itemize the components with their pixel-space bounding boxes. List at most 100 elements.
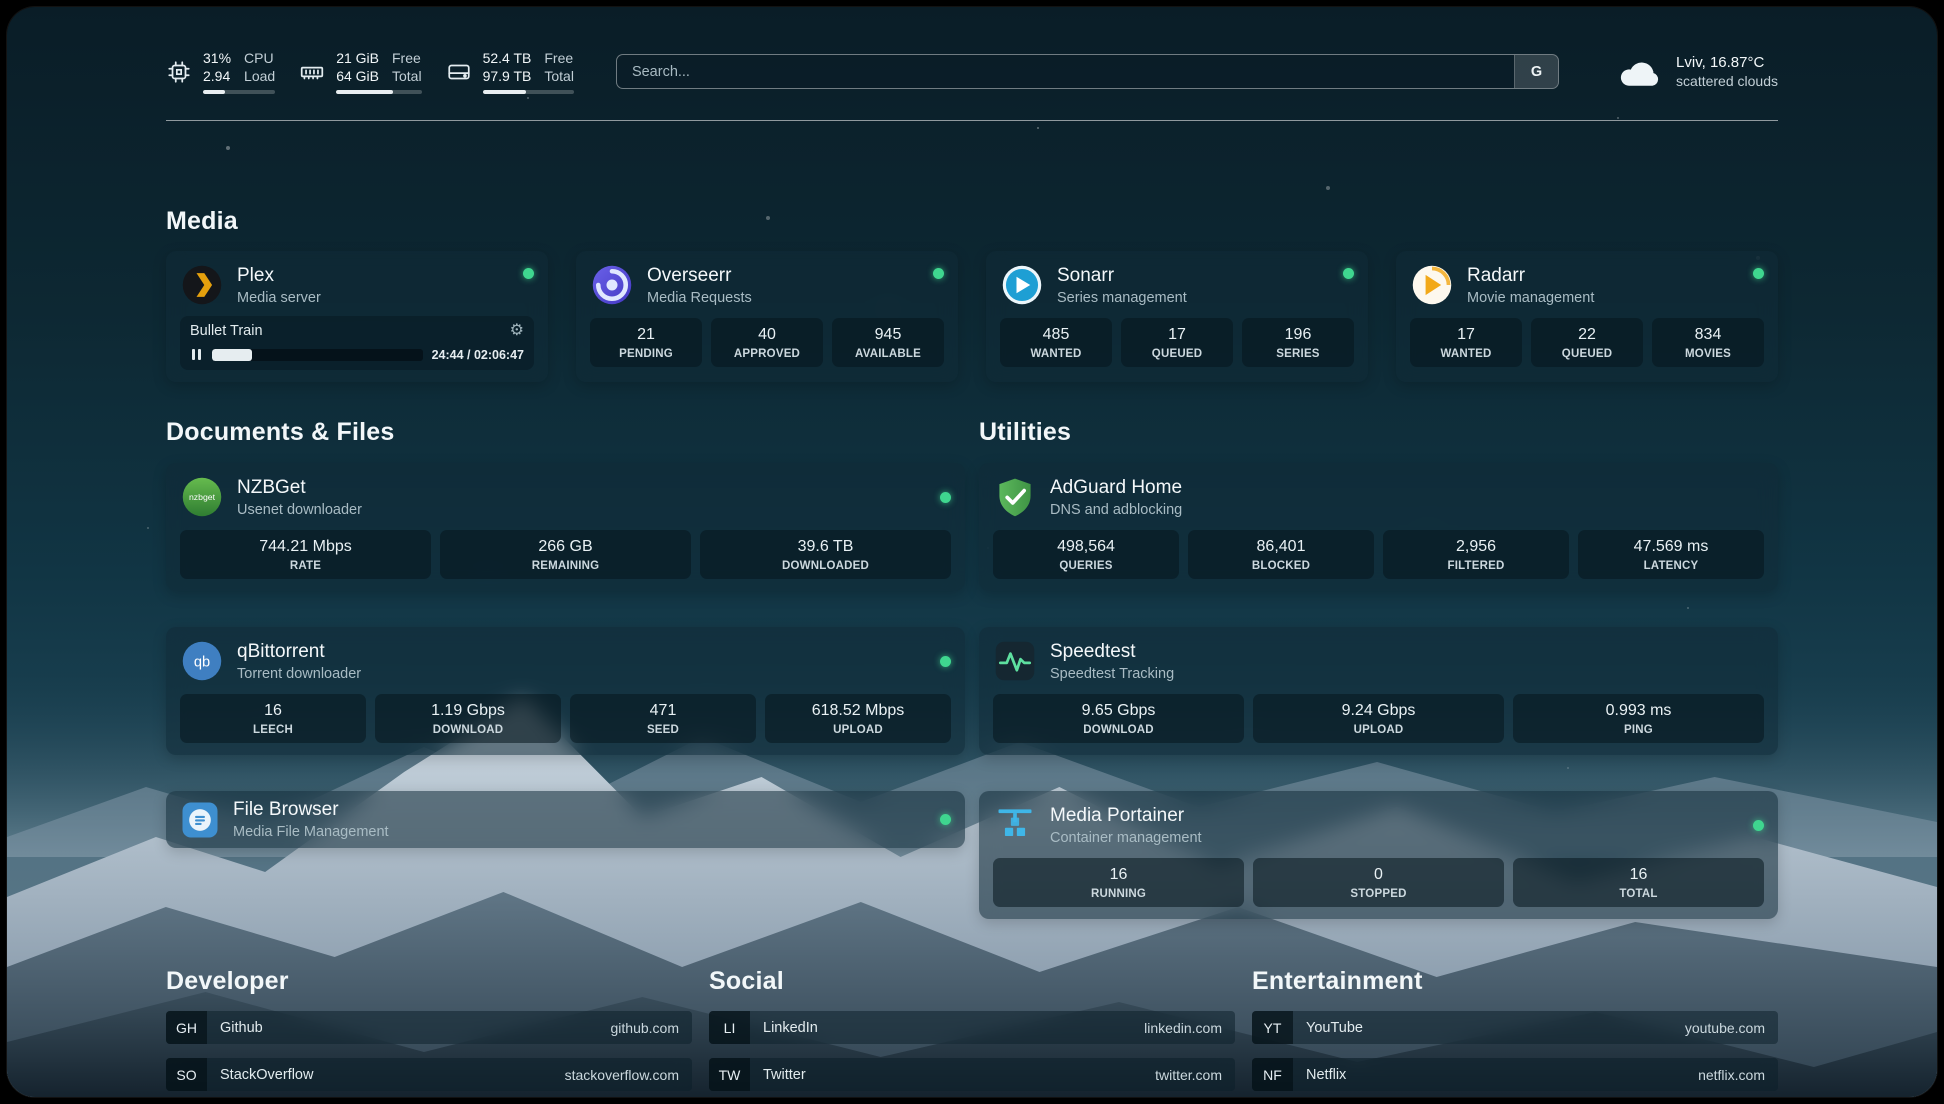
service-name: Radarr (1467, 264, 1526, 286)
service-name: NZBGet (237, 476, 306, 498)
stat-label: QUEUED (1151, 348, 1203, 361)
stat-tile: 471 SEED (570, 694, 756, 744)
service-link-portainer[interactable]: Media Portainer Container management (993, 803, 1764, 847)
service-name: AdGuard Home (1050, 476, 1183, 498)
stat-value: 17 (1457, 326, 1475, 344)
weather-widget: Lviv, 16.87°C scattered clouds (1617, 54, 1778, 89)
stat-tile: 618.52 Mbps UPLOAD (765, 694, 951, 744)
bookmark-name: YouTube (1306, 1019, 1363, 1036)
bookmark-abbr: SO (166, 1058, 207, 1092)
service-card-plex: Plex Media server Bullet Train ⚙ (166, 251, 548, 383)
bookmark-name: Netflix (1306, 1066, 1347, 1083)
status-dot (1753, 268, 1764, 280)
status-dot (940, 491, 951, 503)
service-stats: 16 LEECH 1.19 Gbps DOWNLOAD 471 SE (180, 694, 951, 744)
bookmark-group-social: Social LI LinkedIn linkedin.com TW Twitt… (709, 967, 1235, 1097)
disk-label-bottom: Total (544, 68, 574, 85)
stat-tile: 2,956 FILTERED (1383, 530, 1569, 580)
stat-value: 498,564 (1057, 538, 1115, 556)
stat-value: 22 (1578, 326, 1596, 344)
search-input[interactable] (616, 55, 1515, 89)
bookmark-name: LinkedIn (763, 1019, 818, 1036)
service-name: qBittorrent (237, 640, 325, 662)
playback-time: 24:44 / 02:06:47 (431, 347, 524, 362)
cpu-load: 2.94 (203, 68, 231, 85)
service-link-nzbget[interactable]: nzbget NZBGet Usenet downloader (180, 475, 951, 519)
service-link-plex[interactable]: Plex Media server (180, 263, 534, 307)
search-provider-button[interactable]: G (1514, 55, 1559, 89)
service-name: Media Portainer (1050, 804, 1185, 826)
service-link-qbittorrent[interactable]: qb qBittorrent Torrent downloader (180, 639, 951, 683)
bookmark-url: netflix.com (1698, 1066, 1765, 1083)
cpu-progress-bar (203, 90, 276, 95)
cpu-widget: 31% 2.94 CPU Load (166, 49, 276, 95)
cpu-label-bottom: Load (244, 68, 276, 85)
stat-tile: 39.6 TB DOWNLOADED (700, 530, 951, 580)
bookmark-url: github.com (610, 1019, 679, 1036)
stat-value: 471 (649, 702, 677, 720)
weather-location: Lviv, 16.87°C (1676, 54, 1765, 72)
cpu-label-top: CPU (244, 50, 274, 66)
disk-icon (446, 59, 472, 85)
stat-value: 16 (1629, 866, 1648, 884)
service-link-overseerr[interactable]: Overseerr Media Requests (590, 263, 944, 307)
service-description: DNS and adblocking (1050, 501, 1183, 518)
stat-label: DOWNLOADED (782, 560, 869, 573)
bookmark-link[interactable]: TW Twitter twitter.com (709, 1058, 1235, 1092)
bookmark-link[interactable]: YT YouTube youtube.com (1252, 1011, 1778, 1045)
nzbget-icon: nzbget (180, 475, 224, 519)
disk-progress-bar (482, 90, 574, 95)
stat-value: 834 (1694, 326, 1722, 344)
weather-condition: scattered clouds (1676, 73, 1778, 90)
stat-label: RATE (289, 560, 322, 573)
bookmark-link[interactable]: LI LinkedIn linkedin.com (709, 1011, 1235, 1045)
bookmark-link[interactable]: SO StackOverflow stackoverflow.com (166, 1058, 692, 1092)
disk-total: 97.9 TB (482, 68, 532, 85)
memory-label-bottom: Total (392, 68, 422, 85)
bookmark-link[interactable]: NF Netflix netflix.com (1252, 1058, 1778, 1092)
memory-progress-bar (336, 90, 422, 95)
stat-tile: 196 SERIES (1242, 318, 1354, 368)
service-stats: 744.21 Mbps RATE 266 GB REMAINING 39.6 T… (180, 530, 951, 580)
stat-tile: 47.569 ms LATENCY (1578, 530, 1764, 580)
service-link-radarr[interactable]: Radarr Movie management (1410, 263, 1764, 307)
section-title-media: Media (166, 207, 238, 236)
service-name: Sonarr (1057, 264, 1115, 286)
overseerr-icon (590, 263, 634, 307)
stat-tile: 9.65 Gbps DOWNLOAD (993, 694, 1244, 744)
service-card-speedtest: Speedtest Speedtest Tracking 9.65 Gbps D… (979, 627, 1778, 756)
stat-value: 485 (1042, 326, 1070, 344)
pause-icon[interactable] (190, 347, 203, 362)
portainer-icon (993, 803, 1037, 847)
service-link-sonarr[interactable]: Sonarr Series management (1000, 263, 1354, 307)
stat-tile: 485 WANTED (1000, 318, 1112, 368)
stat-label: PENDING (619, 348, 673, 361)
stat-label: RUNNING (1090, 888, 1147, 901)
svg-text:nzbget: nzbget (189, 493, 216, 503)
service-link-filebrowser[interactable]: File Browser Media File Management (180, 799, 951, 840)
stat-value: 86,401 (1256, 538, 1306, 556)
section-title-documents: Documents & Files (166, 418, 395, 447)
gear-icon[interactable]: ⚙ (509, 322, 524, 340)
stat-value: 945 (874, 326, 902, 344)
service-link-adguard[interactable]: AdGuard Home DNS and adblocking (993, 475, 1764, 519)
disk-label-top: Free (544, 50, 574, 66)
cpu-percent: 31% (203, 50, 232, 66)
header-divider (166, 120, 1778, 122)
stat-label: UPLOAD (1353, 724, 1404, 737)
section-title-entertainment: Entertainment (1252, 967, 1423, 996)
stat-label: APPROVED (733, 348, 801, 361)
memory-widget: 21 GiB 64 GiB Free Total (299, 49, 422, 95)
bookmark-abbr: NF (1252, 1058, 1293, 1092)
bookmark-link[interactable]: GH Github github.com (166, 1011, 692, 1045)
service-link-speedtest[interactable]: Speedtest Speedtest Tracking (993, 639, 1764, 683)
bookmark-name: Twitter (763, 1066, 806, 1083)
playback-progress-bar[interactable] (212, 348, 423, 361)
bookmark-abbr: TW (709, 1058, 750, 1092)
stat-label: SERIES (1276, 348, 1320, 361)
stat-label: LEECH (253, 724, 293, 737)
bookmark-url: stackoverflow.com (564, 1066, 679, 1083)
service-name: Speedtest (1050, 640, 1136, 662)
plex-icon (180, 263, 224, 307)
service-description: Movie management (1467, 289, 1595, 306)
